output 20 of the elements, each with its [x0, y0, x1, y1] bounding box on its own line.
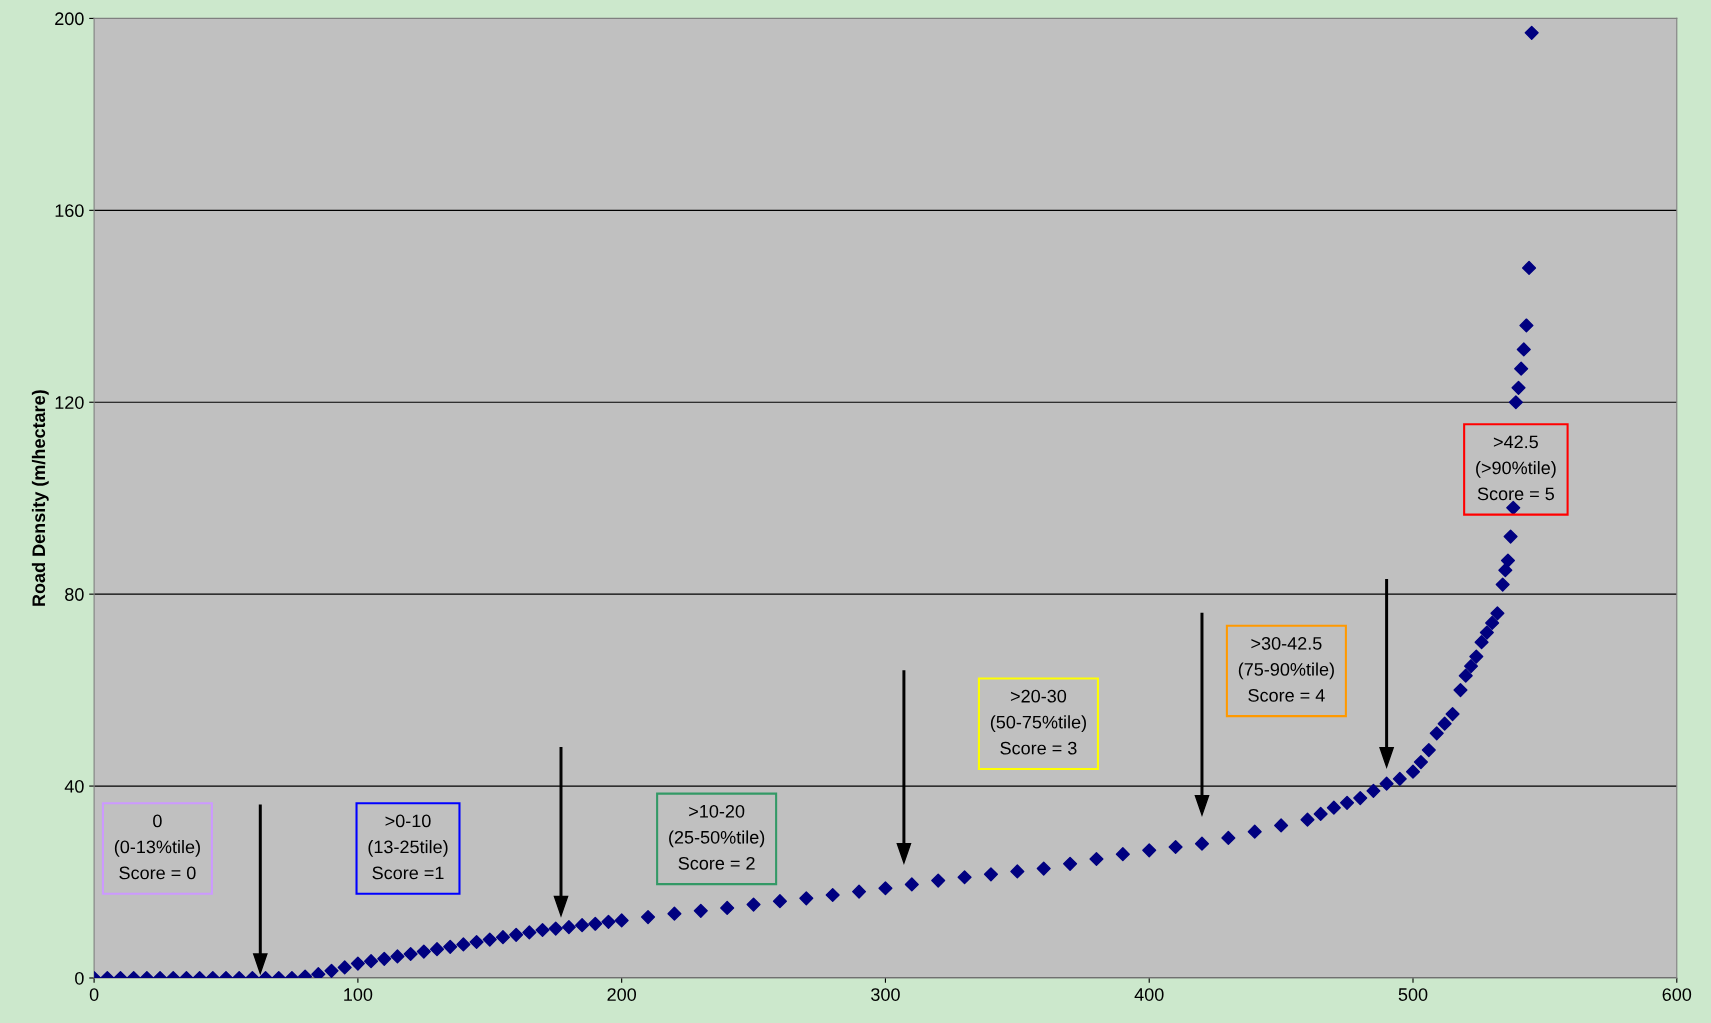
x-tick-label: 0 [89, 988, 99, 1001]
y-tick-label: 120 [55, 396, 84, 409]
annotation: >42.5 (>90%tile) Score = 5 [1476, 435, 1556, 501]
annotation: >30-42.5 (75-90%tile) Score = 4 [1238, 637, 1334, 702]
y-tick-label: 80 [65, 588, 84, 601]
y-tick-label: 0 [75, 971, 84, 985]
x-tick-label: 400 [1134, 988, 1164, 1001]
x-tick-label: 300 [871, 988, 900, 1001]
annotation: >0-10 (13-25tile) Score =1 [368, 814, 448, 880]
annotation: 0 (0-13%tile) Score = 0 [114, 814, 200, 880]
x-tick-label: 200 [607, 988, 637, 1001]
y-tick-label: 200 [55, 12, 84, 26]
x-tick-label: 600 [1662, 988, 1692, 1001]
x-tick-label: 100 [344, 988, 373, 1001]
annotation: >10-20 (25-50%tile) Score = 2 [669, 804, 765, 870]
annotation: >20-30 (50-75%tile) Score = 3 [990, 689, 1086, 755]
x-tick-label: 500 [1398, 988, 1428, 1001]
y-axis-title: Road Density (m/hectare) [31, 390, 49, 606]
y-tick-label: 160 [55, 204, 84, 218]
y-tick-label: 40 [64, 780, 84, 793]
